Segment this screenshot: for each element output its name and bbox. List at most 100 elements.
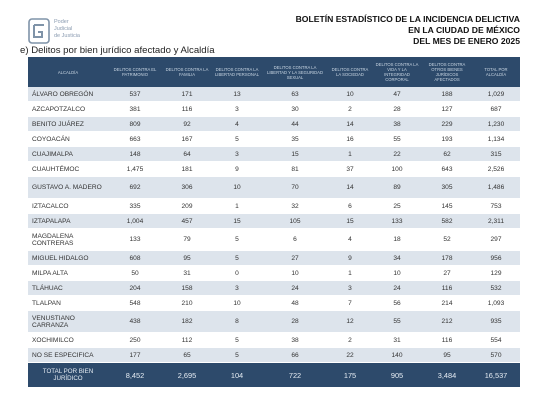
table-cell: 3 [212,280,262,296]
total-cell: 2,695 [162,362,212,387]
alcaldia-name-cell: MIGUEL HIDALGO [28,250,108,266]
total-cell: 8,452 [108,362,162,387]
table-cell: 5 [212,347,262,363]
table-cell: 3 [212,146,262,162]
alcaldia-name-cell: COYOACÁN [28,131,108,147]
institution-emblem-icon [28,18,50,44]
table-cell: 95 [162,250,212,266]
column-header: DELITOS CONTRA LA SOCIEDAD [328,57,372,87]
alcaldia-name-cell: MAGDALENA CONTRERAS [28,228,108,251]
table-cell: 1 [328,265,372,281]
table-cell: 92 [162,116,212,132]
table-cell: 753 [472,198,520,214]
table-cell: 4 [212,116,262,132]
table-cell: 7 [328,295,372,311]
table-cell: 5 [212,332,262,348]
table-cell: 133 [108,228,162,251]
table-cell: 116 [162,101,212,117]
table-cell: 532 [472,280,520,296]
table-cell: 9 [328,250,372,266]
table-cell: 31 [372,332,422,348]
table-cell: 34 [372,250,422,266]
table-row: GUSTAVO A. MADERO 692 306 10 70 14 89 305 1,486 [28,176,520,199]
table-cell: 548 [108,295,162,311]
column-header: DELITOS CONTRA EL PATRIMONIO [108,57,162,87]
table-cell: 38 [262,332,328,348]
table-cell: 15 [262,146,328,162]
table-cell: 2,311 [472,213,520,229]
table-cell: 2,526 [472,161,520,177]
section-subtitle: e) Delitos por bien jurídico afectado y … [20,45,215,56]
alcaldia-name-cell: ÁLVARO OBREGÓN [28,87,108,102]
table-cell: 13 [212,87,262,102]
table-cell: 204 [108,280,162,296]
table-cell: 116 [422,280,472,296]
table-row: VENUSTIANO CARRANZA 438 182 8 28 12 55 212 935 [28,310,520,333]
table-cell: 1,486 [472,176,520,199]
table-cell: 1,230 [472,116,520,132]
column-header: TOTAL POR ALCALDÍA [472,57,520,87]
table-cell: 55 [372,310,422,333]
table-cell: 608 [108,250,162,266]
table-total-row: TOTAL POR BIEN JURÍDICO 8,452 2,695 104 722 1… [28,362,520,387]
table-cell: 1,029 [472,87,520,102]
table-cell: 209 [162,198,212,214]
table-cell: 24 [262,280,328,296]
table-cell: 32 [262,198,328,214]
table-cell: 306 [162,176,212,199]
table-cell: 50 [108,265,162,281]
column-header: DELITOS CONTRA LA VIDA Y LA INTEGRIDAD C… [372,57,422,87]
table-cell: 65 [162,347,212,363]
table-cell: 158 [162,280,212,296]
table-cell: 554 [472,332,520,348]
table-cell: 643 [422,161,472,177]
table-cell: 27 [422,265,472,281]
table-cell: 16 [328,131,372,147]
table-cell: 193 [422,131,472,147]
table-cell: 14 [328,116,372,132]
alcaldia-name-cell: BENITO JUÁREZ [28,116,108,132]
table-cell: 145 [422,198,472,214]
table-cell: 582 [422,213,472,229]
table-cell: 6 [262,228,328,251]
table-cell: 10 [212,176,262,199]
table-cell: 48 [262,295,328,311]
table-cell: 935 [472,310,520,333]
table-row: CUAUHTÉMOC 1,475 181 9 81 37 100 643 2,526 [28,161,520,177]
table-cell: 956 [472,250,520,266]
table-cell: 229 [422,116,472,132]
table-cell: 0 [212,265,262,281]
table-cell: 1,093 [472,295,520,311]
table-row: NO SE ESPECIFICA 177 65 5 66 22 140 95 570 [28,347,520,363]
table-cell: 129 [472,265,520,281]
table-cell: 212 [422,310,472,333]
table-row: IZTACALCO 335 209 1 32 6 25 145 753 [28,198,520,214]
total-cell: 104 [212,362,262,387]
table-cell: 178 [422,250,472,266]
table-cell: 335 [108,198,162,214]
table-cell: 116 [422,332,472,348]
table-cell: 31 [162,265,212,281]
crime-table: ALCALDÍA DELITOS CONTRA EL PATRIMONIO DELI… [28,57,520,387]
table-cell: 315 [472,146,520,162]
total-label-cell: TOTAL POR BIEN JURÍDICO [28,362,108,387]
table-cell: 10 [262,265,328,281]
table-row: AZCAPOTZALCO 381 116 3 30 2 28 127 687 [28,101,520,117]
table-cell: 38 [372,116,422,132]
alcaldia-name-cell: TLÁHUAC [28,280,108,296]
table-header-row: ALCALDÍA DELITOS CONTRA EL PATRIMONIO DELI… [28,57,520,87]
table-cell: 1,475 [108,161,162,177]
table-cell: 9 [212,161,262,177]
table-cell: 10 [328,87,372,102]
table-cell: 3 [212,101,262,117]
table-cell: 6 [328,198,372,214]
alcaldia-name-cell: AZCAPOTZALCO [28,101,108,117]
logo-line: de Justicia [54,33,80,39]
total-cell: 175 [328,362,372,387]
alcaldia-name-cell: CUAUHTÉMOC [28,161,108,177]
table-cell: 210 [162,295,212,311]
column-header: DELITOS CONTRA LA FAMILIA [162,57,212,87]
table-cell: 22 [328,347,372,363]
table-row: TLALPAN 548 210 10 48 7 56 214 1,093 [28,295,520,311]
table-cell: 5 [212,228,262,251]
